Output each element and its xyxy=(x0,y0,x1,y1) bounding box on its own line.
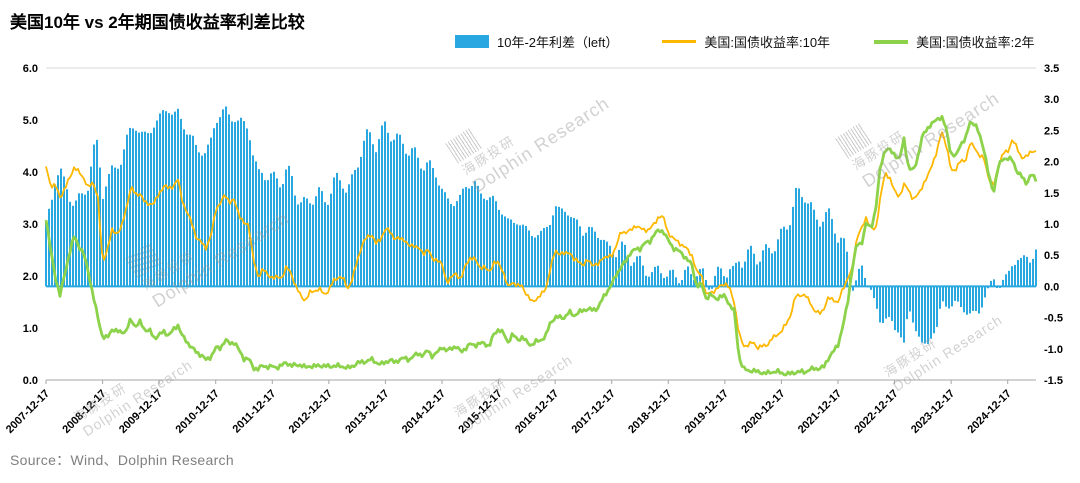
left-axis-labels: 6.0 5.0 4.0 3.0 2.0 1.0 0.0 xyxy=(23,63,38,387)
svg-text:2008-12-17: 2008-12-17 xyxy=(60,388,108,436)
svg-text:2.5: 2.5 xyxy=(1044,125,1059,137)
chart-legend: 10年-2年利差（left） 美国:国债收益率:10年 美国:国债收益率:2年 xyxy=(455,32,1070,51)
svg-text:0.5: 0.5 xyxy=(1044,250,1059,262)
svg-text:-0.5: -0.5 xyxy=(1044,313,1063,325)
line-2y-swatch xyxy=(874,39,909,44)
legend-item-spread: 10年-2年利差（left） xyxy=(455,32,618,51)
source-note: Source：Wind、Dolphin Research xyxy=(10,452,234,468)
svg-text:2020-12-17: 2020-12-17 xyxy=(739,388,787,436)
legend-label-2y: 美国:国债收益率:2年 xyxy=(916,35,1035,50)
legend-label-10y: 美国:国债收益率:10年 xyxy=(704,35,831,50)
svg-text:2018-12-17: 2018-12-17 xyxy=(626,388,674,436)
svg-text:2014-12-17: 2014-12-17 xyxy=(400,388,448,436)
svg-text:2023-12-17: 2023-12-17 xyxy=(909,388,957,436)
svg-text:6.0: 6.0 xyxy=(23,63,38,75)
svg-text:1.5: 1.5 xyxy=(1044,188,1059,200)
legend-item-2y: 美国:国债收益率:2年 xyxy=(874,32,1035,51)
svg-text:2017-12-17: 2017-12-17 xyxy=(570,388,618,436)
spread-area-series xyxy=(45,106,1037,344)
yield-2y-line xyxy=(44,114,1038,377)
svg-text:3.0: 3.0 xyxy=(1044,94,1059,106)
svg-text:-1.0: -1.0 xyxy=(1044,344,1063,356)
svg-text:0.0: 0.0 xyxy=(1044,281,1059,293)
svg-text:2007-12-17: 2007-12-17 xyxy=(4,388,52,436)
svg-text:2012-12-17: 2012-12-17 xyxy=(287,388,335,436)
svg-text:3.0: 3.0 xyxy=(23,219,38,231)
svg-text:2.0: 2.0 xyxy=(1044,157,1059,169)
svg-text:1.0: 1.0 xyxy=(23,323,38,335)
svg-text:2.0: 2.0 xyxy=(23,271,38,283)
svg-text:2015-12-17: 2015-12-17 xyxy=(456,388,504,436)
legend-item-10y: 美国:国债收益率:10年 xyxy=(662,32,830,51)
line-10y-swatch xyxy=(662,40,697,43)
svg-text:2021-12-17: 2021-12-17 xyxy=(796,388,844,436)
legend-label-spread: 10年-2年利差（left） xyxy=(497,35,619,50)
svg-text:3.5: 3.5 xyxy=(1044,63,1059,75)
spread-area-swatch xyxy=(455,35,489,48)
svg-text:2009-12-17: 2009-12-17 xyxy=(117,388,165,436)
svg-text:2011-12-17: 2011-12-17 xyxy=(231,388,279,436)
svg-text:4.0: 4.0 xyxy=(23,167,38,179)
svg-text:2019-12-17: 2019-12-17 xyxy=(683,388,731,436)
svg-text:2010-12-17: 2010-12-17 xyxy=(174,388,222,436)
plot-frame xyxy=(46,67,1036,381)
right-axis-labels: 3.5 3.0 2.5 2.0 1.5 1.0 0.5 0.0 -0.5 -1.0 -1.5 xyxy=(1044,63,1063,387)
svg-text:1.0: 1.0 xyxy=(1044,219,1059,231)
svg-text:2016-12-17: 2016-12-17 xyxy=(513,388,561,436)
x-axis-labels: 2007-12-17 2008-12-17 2009-12-17 2010-12-17… xyxy=(4,380,1014,436)
svg-text:0.0: 0.0 xyxy=(23,375,38,387)
svg-text:2013-12-17: 2013-12-17 xyxy=(343,388,391,436)
svg-text:2022-12-17: 2022-12-17 xyxy=(852,388,900,436)
svg-text:-1.5: -1.5 xyxy=(1044,375,1063,387)
svg-text:2024-12-17: 2024-12-17 xyxy=(966,388,1014,436)
svg-text:5.0: 5.0 xyxy=(23,115,38,127)
chart-title: 美国10年 vs 2年期国债收益率利差比较 xyxy=(10,13,305,32)
